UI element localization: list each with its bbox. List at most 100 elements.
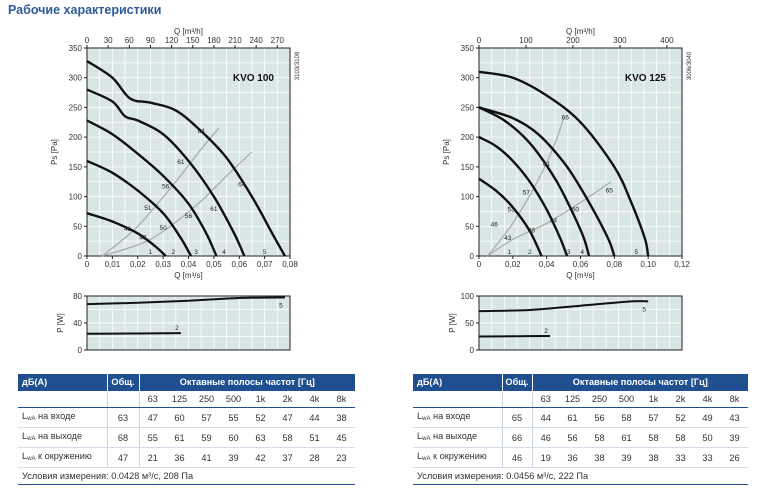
x-tick-label: 0 (477, 260, 482, 269)
curve-annotation: 56 (185, 213, 193, 220)
value-cell: 61 (166, 427, 193, 448)
x-tick-label: 0,10 (640, 260, 656, 269)
fan-curve-4 (478, 106, 616, 257)
y-axis-label: Ps [Pa] (50, 139, 59, 165)
value-cell: 43 (721, 407, 749, 428)
y-tick-label: 250 (69, 103, 83, 112)
curve-annotation: 1 (149, 249, 153, 256)
table-row: LwA к окружению 46 19 36 38 39 38 33 33 26 (413, 447, 749, 468)
x2-tick-label: 200 (566, 36, 580, 45)
x2-axis-label: Q [m³/h] (174, 27, 203, 36)
value-cell: 37 (274, 447, 301, 468)
x2-tick-label: 400 (660, 36, 674, 45)
x-axis-label: Q [m³/s] (174, 271, 202, 280)
x2-tick-label: 270 (271, 36, 285, 45)
band-label: 250 (193, 391, 220, 408)
value-cell: 41 (193, 447, 220, 468)
row-label-suffix: на входе (35, 411, 76, 421)
y-tick-label: 300 (69, 74, 83, 83)
curve-annotation: 46 (124, 226, 132, 233)
value-cell: 60 (220, 427, 247, 448)
total-cell: 65 (502, 407, 533, 428)
total-cell: 47 (107, 447, 140, 468)
band-label: 2k (274, 391, 301, 408)
x-tick-label: 0,08 (282, 260, 298, 269)
fan-curve-5 (86, 60, 286, 257)
model-name: KVO 125 (625, 73, 667, 84)
value-cell: 60 (166, 407, 193, 428)
x2-tick-label: 0 (477, 36, 482, 45)
power-y-tick-label: 80 (73, 292, 82, 301)
table-row: LwA на выходе 68 55 61 59 60 63 58 51 45 (18, 427, 356, 448)
value-cell: 19 (532, 447, 559, 468)
header-total: Общ. (501, 374, 532, 391)
value-cell: 21 (139, 447, 166, 468)
x2-tick-label: 300 (613, 36, 627, 45)
fan-curve-2 (86, 159, 193, 257)
y-tick-label: 100 (461, 193, 475, 202)
band-label: 4k (301, 391, 328, 408)
value-cell: 58 (586, 427, 613, 448)
value-cell: 46 (532, 427, 559, 448)
value-cell: 57 (640, 407, 667, 428)
y-tick-label: 50 (73, 222, 82, 231)
article-code: 3006/3040 (687, 51, 693, 80)
y-tick-label: 0 (78, 252, 83, 261)
power-curve-2 (86, 332, 181, 335)
curve-annotation: 3 (194, 249, 198, 256)
x-tick-label: 0,01 (105, 260, 121, 269)
noise-line (487, 181, 612, 257)
value-cell: 58 (613, 407, 640, 428)
value-cell: 45 (328, 427, 356, 448)
band-label: 500 (220, 391, 247, 408)
band-label: 1k (640, 391, 667, 408)
power-y-tick-label: 100 (461, 292, 475, 301)
fan-curve-1 (478, 177, 543, 257)
row-label-main: L (417, 411, 423, 421)
row-label: LwA на входе (18, 407, 108, 428)
x-tick-label: 0,08 (607, 260, 623, 269)
y-tick-label: 300 (461, 74, 475, 83)
noise-table-kvo-100: дБ(А) Общ. Октавные полосы частот [Гц] 6… (18, 374, 356, 485)
x2-tick-label: 210 (228, 36, 242, 45)
y-tick-label: 150 (69, 163, 83, 172)
value-cell: 52 (247, 407, 274, 428)
row-label-main: L (22, 451, 28, 461)
x2-tick-label: 0 (85, 36, 90, 45)
power-curve-label: 5 (642, 306, 646, 313)
row-label-suffix: на входе (430, 411, 471, 421)
conditions-row: Условия измерения: 0.0428 м³/с, 208 Па (18, 467, 356, 485)
curve-annotation: 2 (528, 249, 532, 256)
bands-row: 63 125 250 500 1k 2k 4k 8k (413, 391, 749, 408)
row-label: LwA к окружению (413, 447, 503, 468)
x2-tick-label: 30 (104, 36, 113, 45)
curve-annotation: 43 (504, 235, 512, 242)
value-cell: 61 (559, 407, 586, 428)
y-tick-label: 200 (461, 133, 475, 142)
value-cell: 63 (247, 427, 274, 448)
value-cell: 58 (274, 427, 301, 448)
table-row: LwA на выходе 66 46 56 58 61 58 58 50 39 (413, 427, 749, 448)
value-cell: 51 (301, 427, 328, 448)
band-label: 8k (328, 391, 356, 408)
power-curve-5 (478, 300, 649, 313)
curve-annotation: 1 (508, 249, 512, 256)
x2-axis-label: Q [m³/h] (566, 27, 595, 36)
y-tick-label: 350 (69, 44, 83, 53)
x2-tick-label: 120 (165, 36, 179, 45)
curve-annotation: 2 (171, 249, 175, 256)
curve-annotation: 61 (543, 161, 551, 168)
conditions-text: Условия измерения: 0.0428 м³/с, 208 Па (18, 467, 356, 485)
y-tick-label: 350 (461, 44, 475, 53)
header-total: Общ. (106, 374, 139, 391)
power-curve-label: 2 (544, 328, 548, 335)
value-cell: 38 (640, 447, 667, 468)
curve-annotation: 64 (238, 182, 246, 189)
row-label-suffix: на выходе (35, 431, 83, 441)
value-cell: 23 (328, 447, 356, 468)
row-label-suffix: к окружению (430, 451, 487, 461)
band-label: 500 (613, 391, 640, 408)
value-cell: 44 (301, 407, 328, 428)
curve-annotation: 66 (562, 115, 570, 122)
